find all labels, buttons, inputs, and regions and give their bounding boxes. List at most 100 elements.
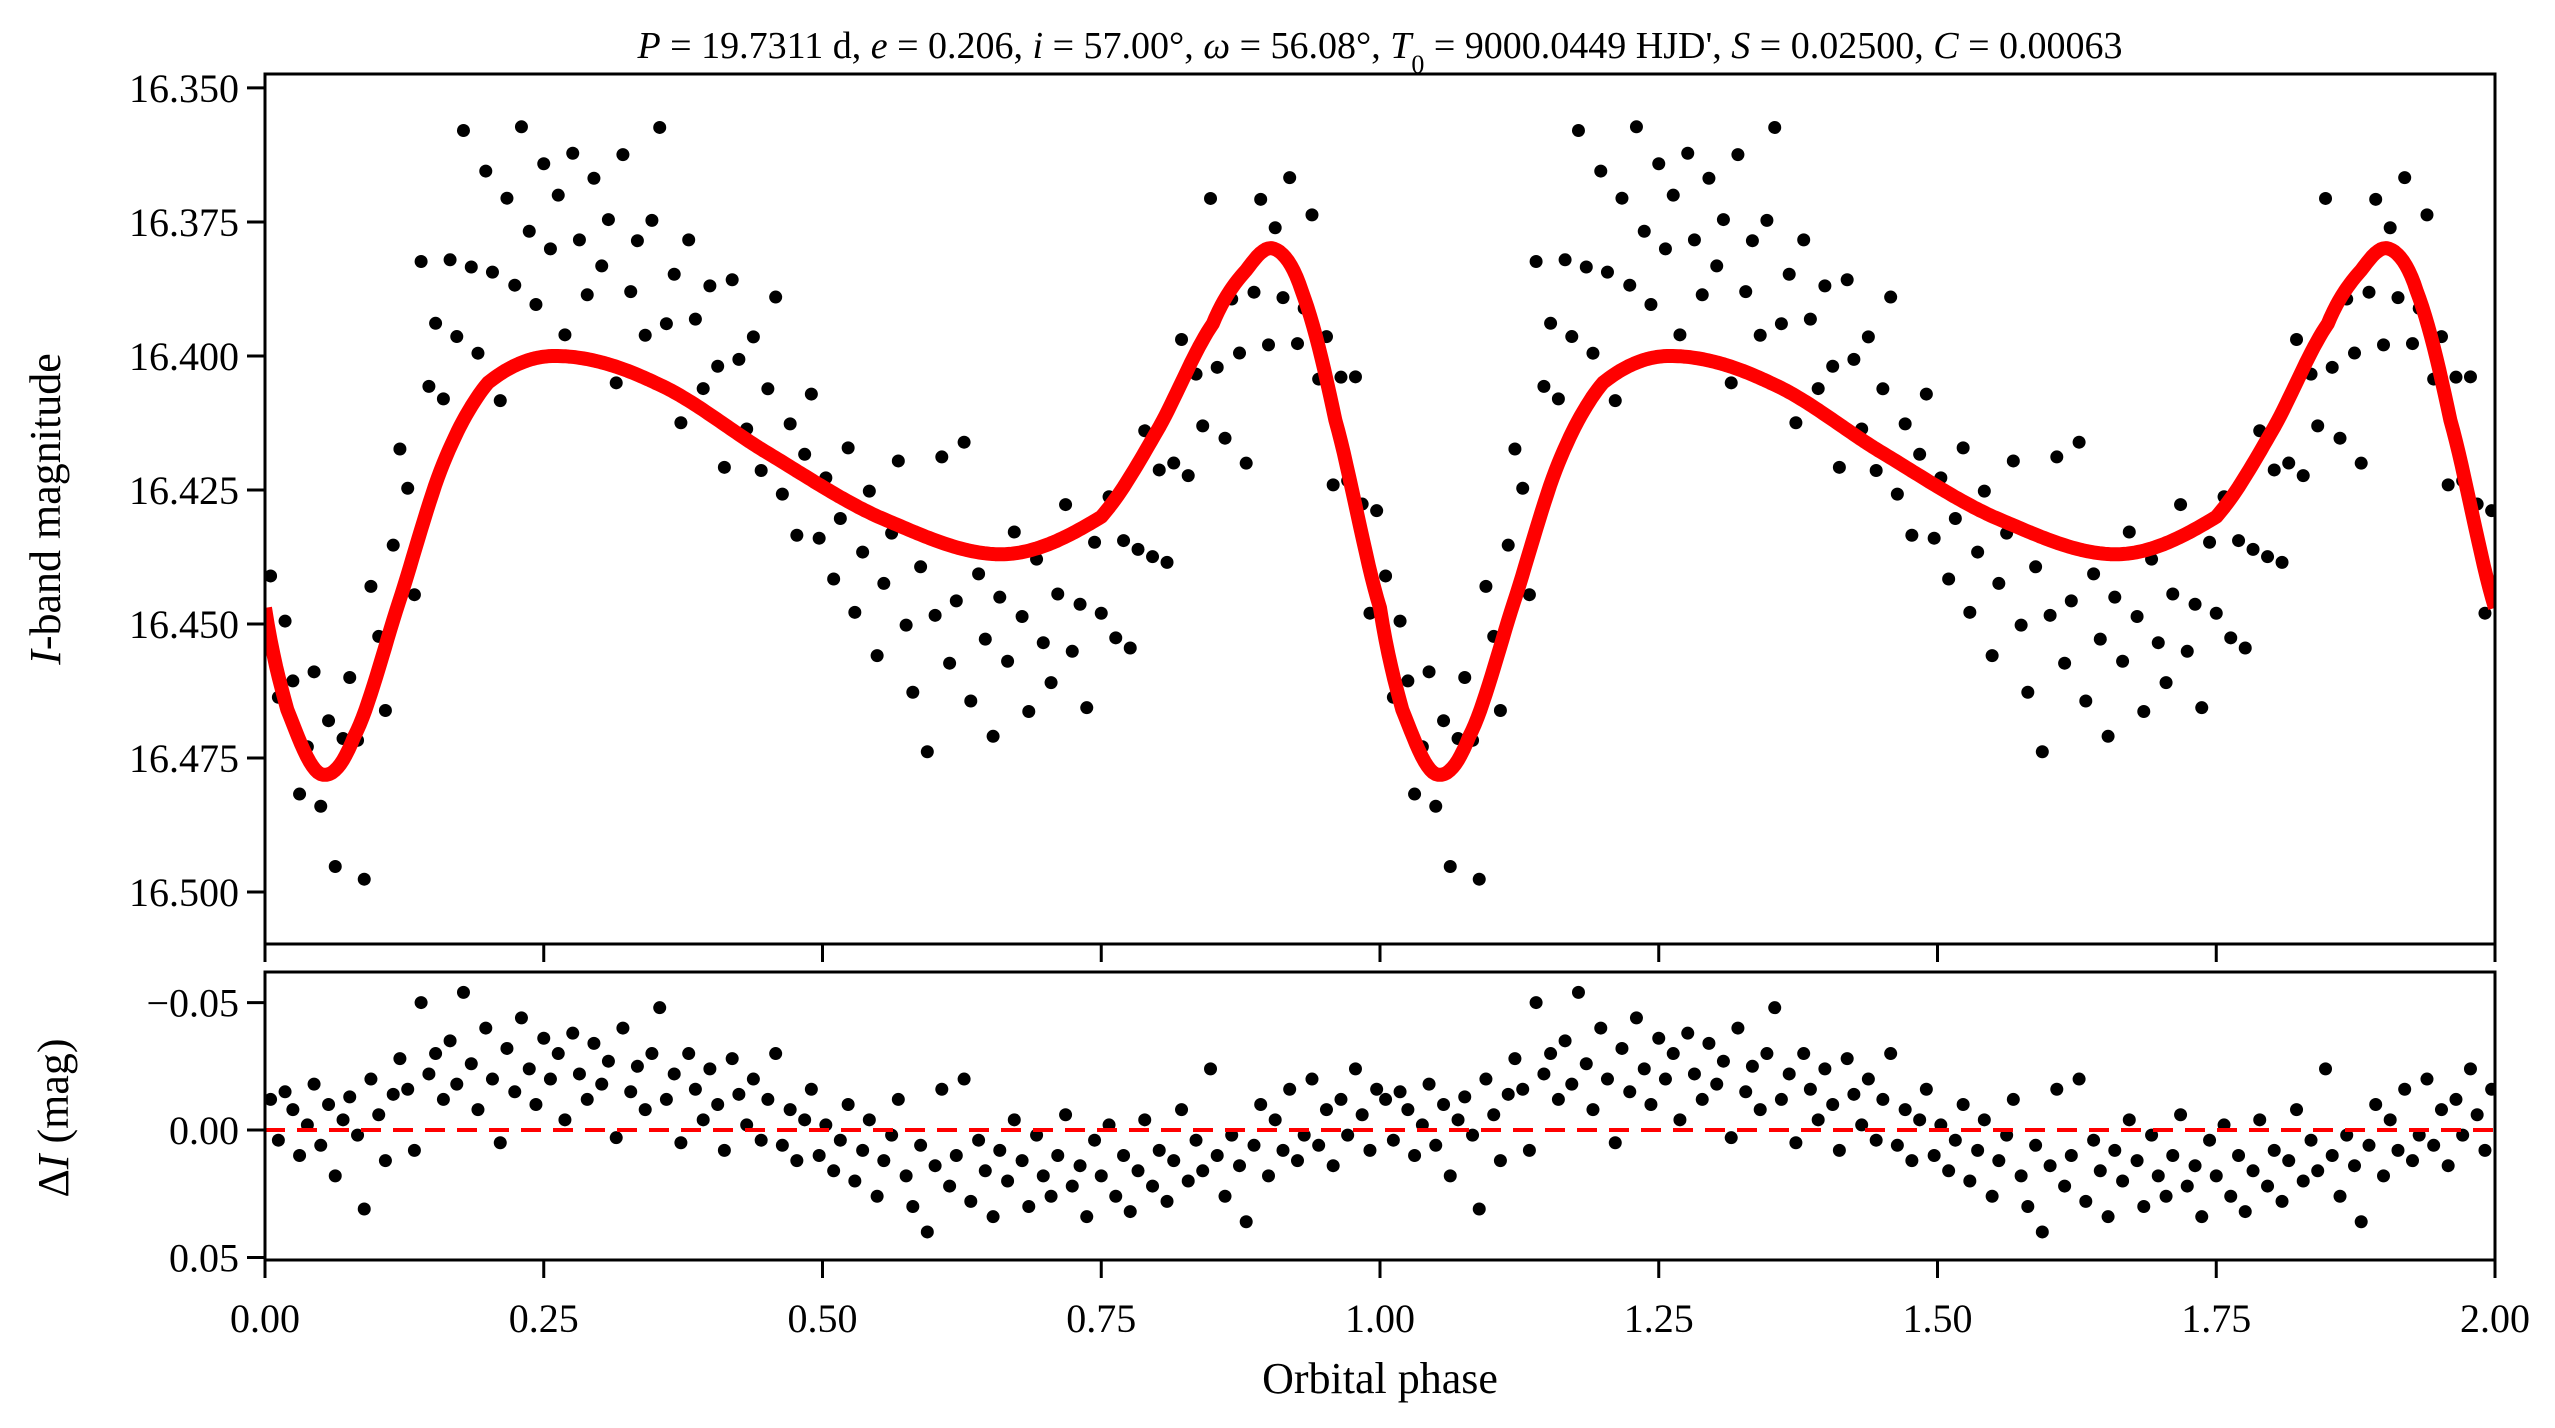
data-point <box>1753 328 1767 342</box>
residual-point <box>278 1085 292 1099</box>
top-y-axis-label-rest: -band magnitude <box>21 353 70 650</box>
data-point <box>688 312 702 326</box>
residual-point <box>1312 1138 1326 1152</box>
residual-point <box>2195 1210 2209 1224</box>
residual-point <box>2267 1143 2281 1157</box>
data-point <box>293 787 307 801</box>
data-point <box>1724 376 1738 390</box>
residual-point <box>653 1001 667 1015</box>
data-point <box>485 265 499 279</box>
residual-point <box>1152 1143 1166 1157</box>
residual-point <box>357 1202 371 1216</box>
data-point <box>1985 649 1999 663</box>
residual-point <box>746 1072 760 1086</box>
data-point <box>1913 447 1927 461</box>
residual-point <box>2441 1159 2455 1173</box>
data-point <box>1429 799 1443 813</box>
residual-point <box>725 1052 739 1066</box>
data-point <box>1088 535 1102 549</box>
residual-point <box>351 1128 365 1142</box>
data-point <box>601 213 615 227</box>
residual-point <box>1131 1164 1145 1178</box>
residual-point <box>307 1077 321 1091</box>
data-point <box>1529 254 1543 268</box>
residual-point <box>711 1098 725 1112</box>
residual-point <box>1516 1082 1530 1096</box>
y-tick-label: 16.400 <box>129 334 239 379</box>
residual-point <box>2383 1113 2397 1127</box>
data-point <box>551 188 565 202</box>
data-point <box>1472 872 1486 886</box>
residual-point <box>2232 1149 2246 1163</box>
chart-title: P = 19.7311 d, e = 0.206, i = 57.00°, ω … <box>636 25 2122 79</box>
data-point <box>500 191 514 205</box>
data-point <box>2151 636 2165 650</box>
data-point <box>1673 328 1687 342</box>
data-point <box>1847 352 1861 366</box>
data-point <box>1443 860 1457 874</box>
data-point <box>2093 632 2107 646</box>
data-point <box>464 260 478 274</box>
data-point <box>2079 694 2093 708</box>
residual-point <box>1826 1098 1840 1112</box>
y-tick-label: 16.350 <box>129 66 239 111</box>
residual-point <box>1594 1021 1608 1035</box>
residual-point <box>1341 1128 1355 1142</box>
residual-point <box>638 1103 652 1117</box>
residual-point <box>1065 1179 1079 1193</box>
residual-point <box>1290 1154 1304 1168</box>
residual-point <box>1652 1031 1666 1045</box>
residual-point <box>1745 1059 1759 1073</box>
x-tick-label: 1.00 <box>1345 1296 1415 1341</box>
title-part: i <box>1033 25 1044 67</box>
data-point <box>725 273 739 287</box>
residual-point <box>2238 1205 2252 1219</box>
residual-point <box>401 1082 415 1096</box>
data-point <box>1094 606 1108 620</box>
residual-point <box>1123 1205 1137 1219</box>
data-point <box>1600 265 1614 279</box>
residual-point <box>1247 1138 1261 1152</box>
data-point <box>1789 416 1803 430</box>
residual-point <box>1956 1098 1970 1112</box>
title-part: e <box>871 25 888 67</box>
residual-point <box>1739 1085 1753 1099</box>
residual-y-tick-label: −0.05 <box>146 981 239 1026</box>
data-point <box>1117 534 1131 548</box>
residual-point <box>1218 1189 1232 1203</box>
residual-point <box>899 1169 913 1183</box>
residual-point <box>1073 1159 1087 1173</box>
data-point <box>314 799 328 813</box>
data-point <box>1710 259 1724 273</box>
residual-point <box>920 1225 934 1239</box>
residual-point <box>508 1085 522 1099</box>
residual-point <box>1673 1113 1687 1127</box>
data-point <box>1551 392 1565 406</box>
residual-point <box>1146 1179 1160 1193</box>
data-point <box>1832 460 1846 474</box>
data-point <box>1716 213 1730 227</box>
residual-point <box>2209 1169 2223 1183</box>
residual-point <box>1422 1077 1436 1091</box>
data-point <box>595 259 609 273</box>
residual-point <box>1401 1103 1415 1117</box>
residual-point <box>2203 1133 2217 1147</box>
residual-point <box>2130 1154 2144 1168</box>
residual-point <box>1789 1136 1803 1150</box>
residual-point <box>1724 1131 1738 1145</box>
x-axis-label: Orbital phase <box>1262 1354 1498 1403</box>
x-tick-label: 1.25 <box>1624 1296 1694 1341</box>
data-point <box>1326 478 1340 492</box>
data-point <box>1905 528 1919 542</box>
data-point <box>732 352 746 366</box>
data-point <box>1876 382 1890 396</box>
data-point <box>1890 487 1904 501</box>
data-point <box>1579 260 1593 274</box>
residual-point <box>783 1103 797 1117</box>
residual-y-tick-label: 0.00 <box>169 1108 239 1153</box>
data-point <box>1637 224 1651 238</box>
residual-point <box>1379 1092 1393 1106</box>
residual-point <box>1443 1169 1457 1183</box>
residual-point <box>436 1092 450 1106</box>
residual-point <box>1876 1092 1890 1106</box>
